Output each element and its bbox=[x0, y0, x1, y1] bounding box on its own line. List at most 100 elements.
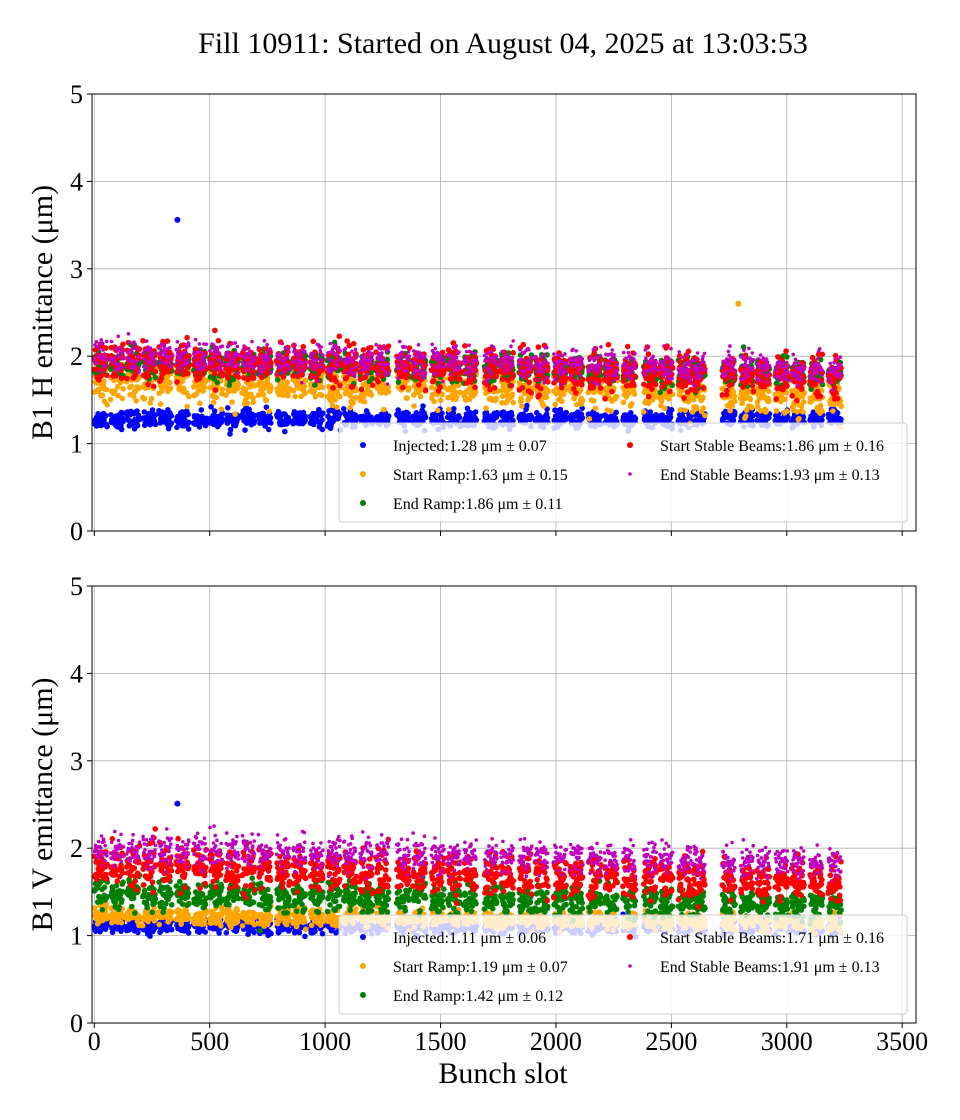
data-point bbox=[441, 368, 447, 375]
data-point bbox=[729, 403, 736, 409]
data-point bbox=[775, 354, 781, 360]
data-point bbox=[92, 356, 97, 361]
data-point bbox=[358, 386, 365, 393]
data-point bbox=[98, 369, 102, 374]
data-point bbox=[341, 368, 347, 375]
data-point bbox=[119, 395, 126, 402]
data-point bbox=[544, 415, 551, 421]
data-point bbox=[471, 353, 478, 360]
data-point bbox=[369, 375, 375, 382]
data-point bbox=[148, 395, 155, 402]
data-point bbox=[268, 385, 274, 391]
data-point bbox=[682, 407, 688, 414]
data-point bbox=[688, 386, 694, 393]
data-point bbox=[627, 410, 634, 416]
data-point bbox=[124, 375, 130, 382]
data-point bbox=[730, 389, 737, 395]
data-point bbox=[681, 395, 687, 401]
data-point bbox=[169, 362, 173, 367]
data-point bbox=[652, 381, 659, 388]
data-point bbox=[493, 414, 500, 420]
data-point bbox=[213, 394, 220, 401]
data-point bbox=[695, 382, 701, 389]
data-point bbox=[167, 385, 174, 392]
data-point bbox=[657, 389, 663, 396]
data-point bbox=[398, 373, 405, 380]
data-point bbox=[175, 340, 180, 344]
data-point bbox=[318, 392, 325, 399]
data-point bbox=[133, 371, 139, 378]
data-point bbox=[719, 392, 726, 398]
data-point bbox=[606, 380, 613, 387]
data-point bbox=[579, 415, 586, 421]
data-point bbox=[135, 347, 139, 351]
data-point bbox=[484, 382, 491, 388]
data-point bbox=[483, 409, 490, 416]
data-point bbox=[350, 340, 357, 347]
data-point bbox=[800, 409, 806, 415]
data-point bbox=[140, 337, 146, 344]
data-point bbox=[168, 413, 175, 419]
data-point bbox=[107, 396, 114, 403]
data-point bbox=[115, 347, 119, 352]
data-point bbox=[211, 399, 217, 406]
data-point bbox=[520, 341, 527, 348]
data-point bbox=[268, 359, 274, 366]
data-point bbox=[227, 431, 233, 437]
data-point bbox=[493, 373, 500, 380]
data-point bbox=[462, 343, 468, 349]
data-point bbox=[559, 398, 565, 405]
data-point bbox=[152, 412, 158, 418]
data-point bbox=[93, 366, 100, 372]
data-point bbox=[472, 384, 478, 391]
data-point bbox=[838, 416, 844, 423]
data-point bbox=[819, 408, 825, 415]
data-point bbox=[246, 406, 252, 413]
data-point bbox=[147, 400, 153, 406]
data-points bbox=[92, 216, 844, 437]
data-point bbox=[225, 418, 232, 425]
data-point bbox=[437, 384, 443, 390]
data-point bbox=[152, 352, 156, 356]
data-point bbox=[834, 395, 841, 402]
data-point bbox=[666, 396, 672, 402]
data-point bbox=[789, 392, 795, 399]
data-point bbox=[157, 401, 164, 407]
data-point bbox=[224, 375, 231, 381]
data-point bbox=[121, 365, 126, 370]
data-point bbox=[334, 404, 340, 411]
data-point bbox=[225, 370, 232, 377]
data-point bbox=[136, 385, 142, 392]
data-point bbox=[602, 396, 608, 402]
data-point bbox=[664, 343, 670, 349]
data-point bbox=[410, 392, 417, 398]
data-point bbox=[290, 372, 296, 379]
data-point bbox=[487, 386, 493, 393]
data-point bbox=[133, 342, 138, 347]
data-point bbox=[838, 403, 844, 410]
data-point bbox=[819, 351, 826, 358]
data-point bbox=[312, 382, 318, 388]
data-point bbox=[100, 341, 105, 346]
data-point bbox=[263, 397, 270, 404]
data-point bbox=[179, 409, 185, 415]
data-point bbox=[130, 346, 135, 351]
data-point bbox=[352, 412, 359, 418]
data-point bbox=[251, 412, 258, 419]
data-point bbox=[415, 382, 422, 388]
data-point bbox=[148, 346, 153, 351]
data-point bbox=[406, 363, 412, 370]
data-point bbox=[319, 426, 326, 433]
data-point bbox=[162, 342, 167, 347]
data-point bbox=[226, 382, 233, 388]
data-point bbox=[422, 387, 429, 394]
data-point bbox=[265, 426, 272, 433]
data-point bbox=[214, 379, 220, 386]
data-point bbox=[229, 399, 235, 405]
data-point bbox=[235, 374, 242, 381]
data-point bbox=[181, 385, 187, 392]
data-point bbox=[126, 351, 130, 355]
data-point bbox=[212, 327, 218, 334]
data-point bbox=[178, 367, 183, 372]
